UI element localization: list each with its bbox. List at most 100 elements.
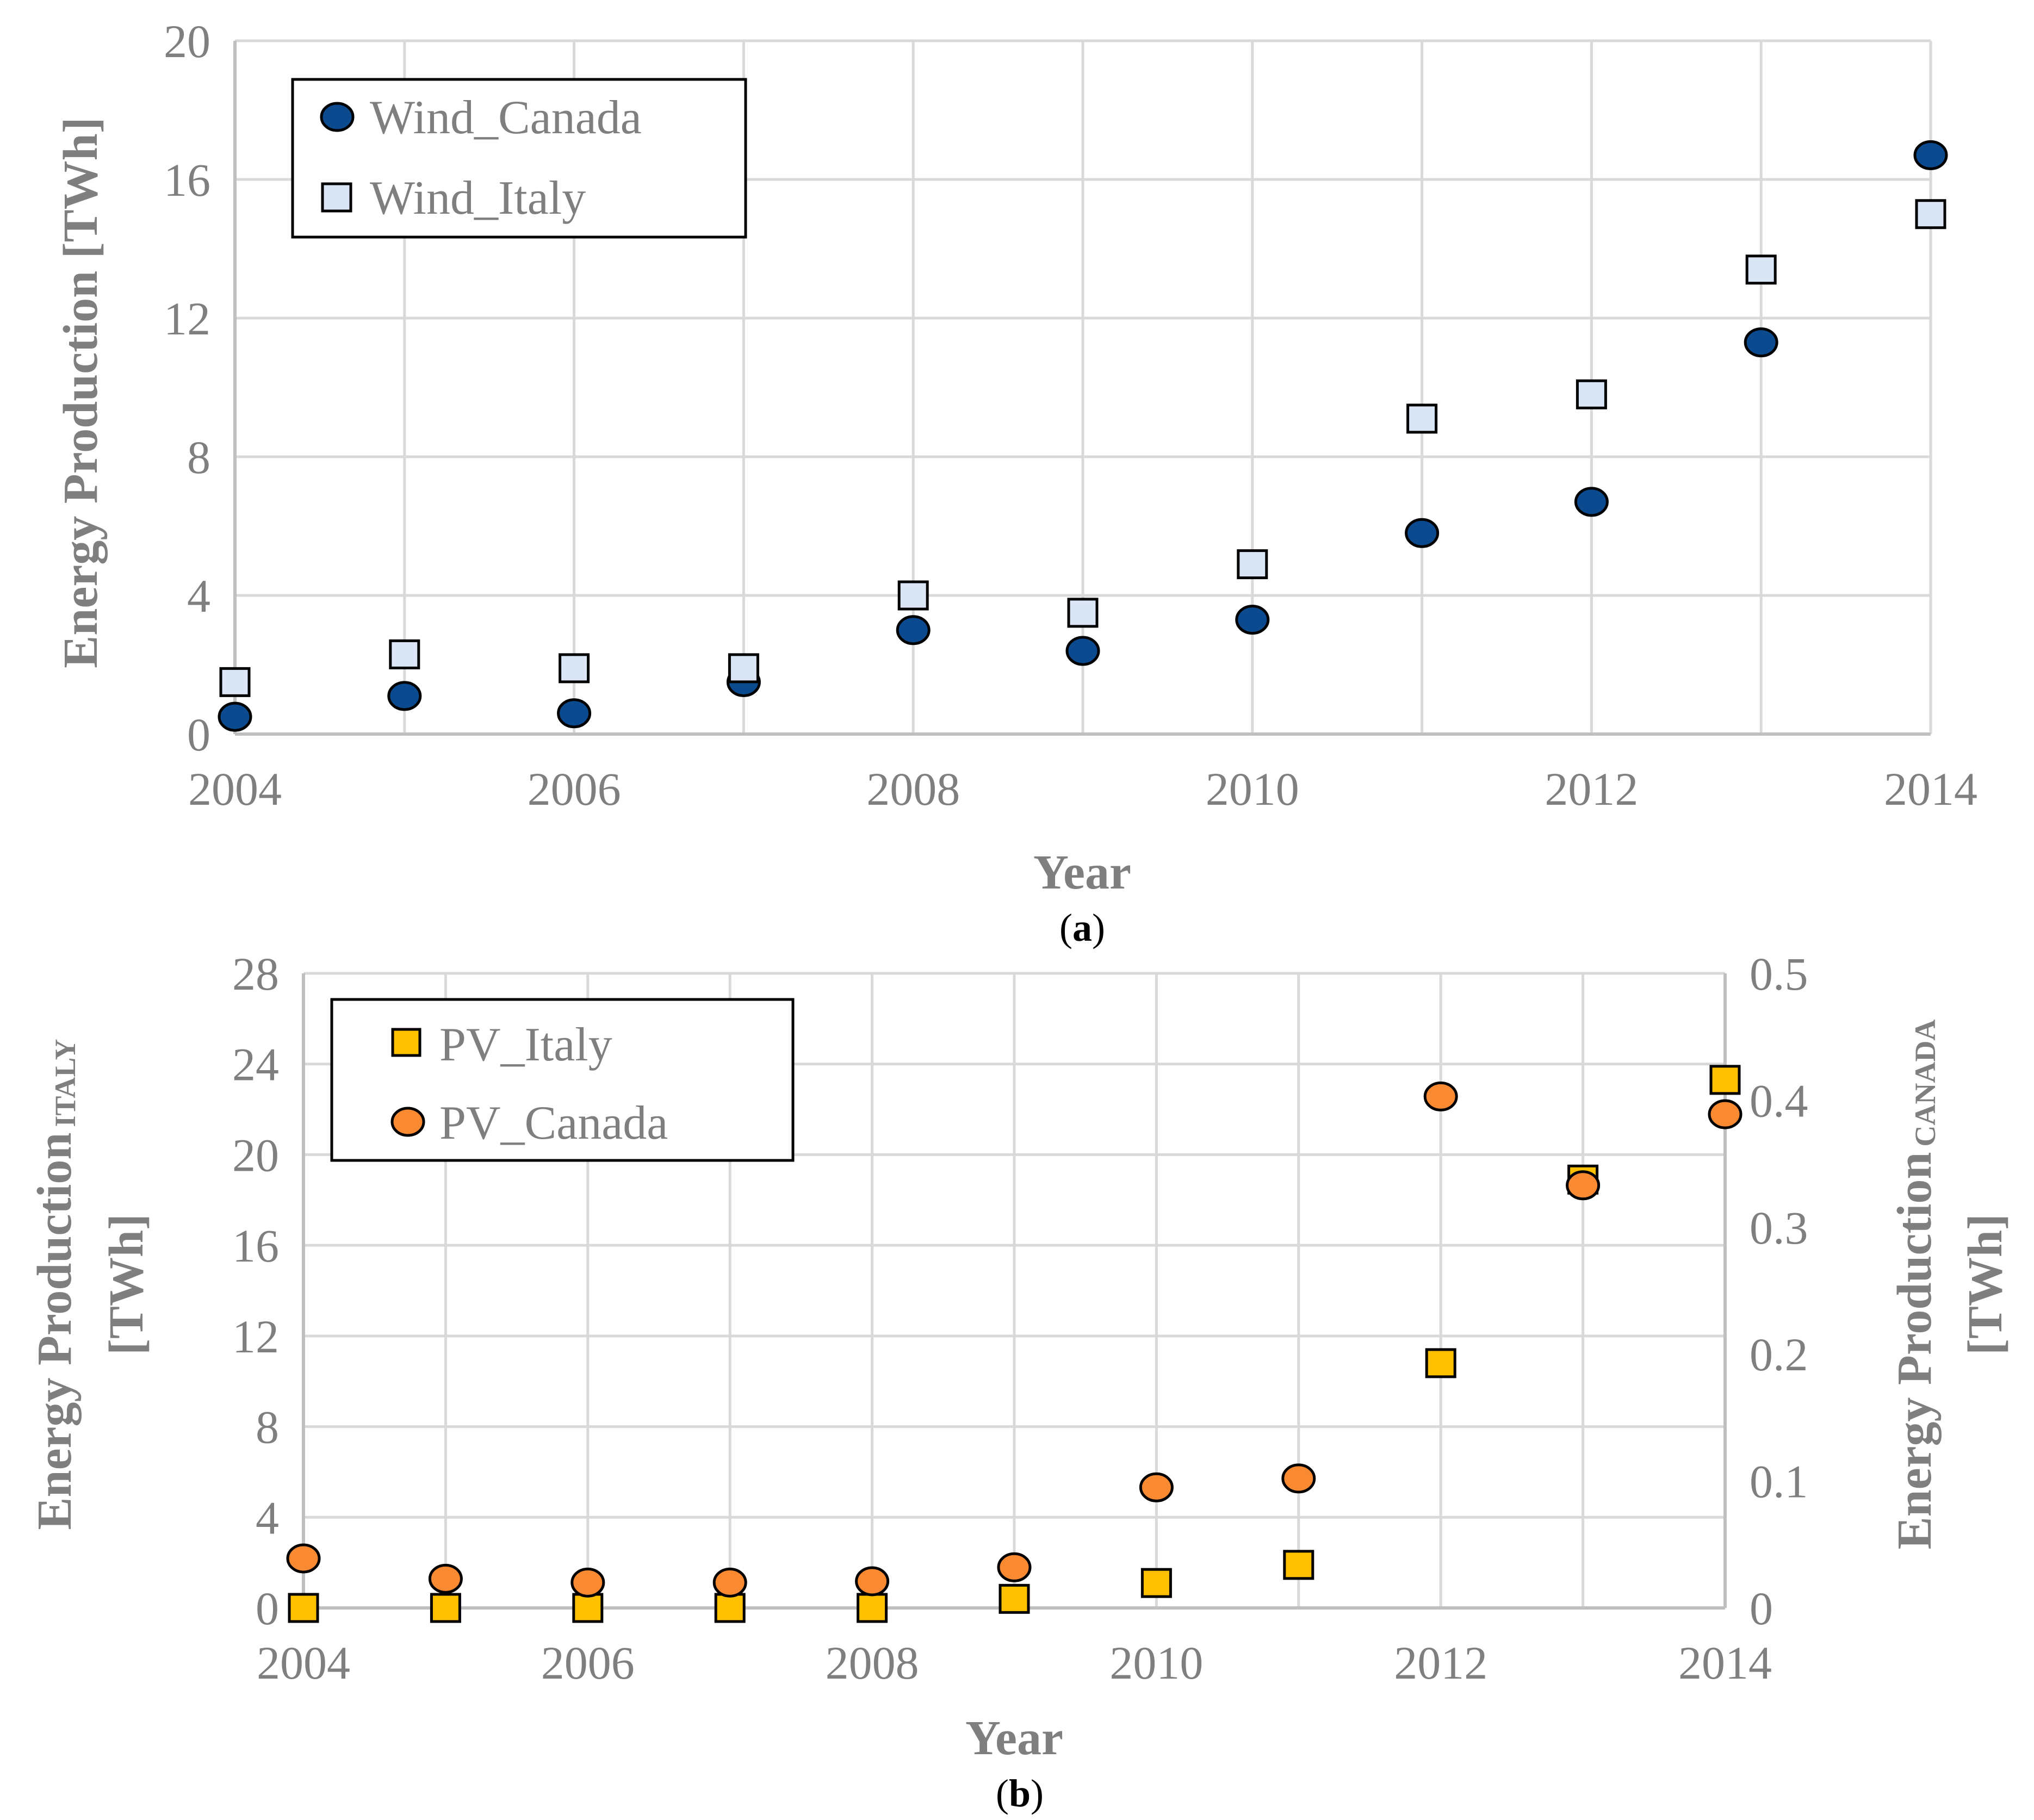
chart-b-caption: (b) [996, 1772, 1044, 1815]
chart-b-y-right-sub: CANADA [1909, 1020, 1942, 1147]
chart-a-y-ticks: 0 4 8 12 16 20 [164, 15, 210, 761]
y-tick-label: 24 [232, 1039, 279, 1091]
legend-marker-wind-canada [320, 102, 355, 132]
point-wind-italy [1745, 254, 1777, 285]
point-wind-italy [1067, 598, 1099, 628]
point-pv-italy [1425, 1348, 1456, 1378]
x-tick-label: 2008 [826, 1637, 919, 1689]
point-pv-italy [430, 1593, 461, 1623]
legend-marker-pv-canada [390, 1107, 425, 1137]
point-wind-canada [1574, 487, 1609, 517]
point-wind-italy [1406, 403, 1438, 434]
chart-a: 0 4 8 12 16 20 2004 2006 2008 2010 2012 2014 Energ… [54, 15, 1977, 949]
point-wind-canada [557, 698, 592, 729]
chart-b-x-axis-title: Year [965, 1711, 1063, 1765]
chart-b-y-axis-unit-right: [TWh] [1958, 1214, 2012, 1355]
legend-label-pv-italy: PV_Italy [439, 1018, 612, 1071]
chart-a-x-ticks: 2004 2006 2008 2010 2012 2014 [188, 763, 1977, 815]
chart-b-y-left-main: Energy Production [28, 1133, 82, 1530]
x-tick-label: 2010 [1206, 763, 1299, 815]
point-wind-canada [1405, 518, 1440, 548]
y-tick-label-right: 0.1 [1750, 1456, 1808, 1508]
y-tick-label: 0 [256, 1582, 279, 1635]
chart-b-points [286, 1065, 1742, 1623]
chart-a-caption-open: ( [1059, 906, 1072, 949]
chart-a-grid [233, 39, 1932, 736]
point-wind-canada [1913, 140, 1948, 170]
y-tick-label: 16 [232, 1220, 279, 1272]
chart-a-y-axis-title: Energy Production [TWh] [54, 117, 108, 668]
y-tick-label: 4 [256, 1492, 279, 1544]
x-tick-label: 2004 [188, 763, 282, 815]
y-tick-label: 20 [232, 1129, 279, 1181]
point-pv-italy [288, 1593, 319, 1623]
chart-b-y-ticks-right: 0 0.1 0.2 0.3 0.4 0.5 [1750, 948, 1808, 1635]
point-wind-italy [559, 653, 590, 684]
point-wind-italy [1237, 549, 1268, 580]
chart-a-legend-box [291, 78, 747, 239]
point-wind-italy [728, 653, 759, 684]
y-tick-label-right: 0.5 [1750, 948, 1808, 1000]
point-wind-italy [1915, 199, 1946, 229]
chart-b-y-axis-title-right: Energy Production CANADA [1888, 1020, 1942, 1550]
legend-label-wind-canada: Wind_Canada [370, 91, 642, 144]
y-tick-label: 20 [164, 15, 210, 67]
y-tick-label: 12 [232, 1310, 279, 1363]
point-wind-italy [389, 639, 420, 669]
point-pv-italy [1283, 1550, 1314, 1580]
point-pv-italy [572, 1593, 604, 1623]
point-pv-canada [1423, 1081, 1458, 1111]
point-wind-italy [1576, 379, 1607, 409]
point-wind-canada [896, 615, 931, 645]
y-tick-label: 8 [256, 1401, 279, 1453]
chart-b-y-left-sub: ITALY [49, 1039, 82, 1127]
y-tick-label-right: 0 [1750, 1582, 1773, 1635]
legend-label-wind-italy: Wind_Italy [370, 172, 586, 225]
chart-b-y-ticks-left: 0 4 8 12 16 20 24 28 [232, 948, 279, 1635]
point-pv-italy [714, 1593, 746, 1623]
point-pv-canada [1566, 1170, 1601, 1201]
x-tick-label: 2006 [541, 1637, 635, 1689]
point-wind-canada [387, 681, 422, 711]
point-pv-canada [570, 1567, 605, 1598]
chart-b-caption-letter: b [1009, 1772, 1031, 1815]
chart-a-points [218, 140, 1948, 732]
legend-marker-wind-italy [321, 182, 352, 213]
point-wind-italy [219, 667, 251, 697]
point-wind-canada [1065, 636, 1100, 666]
y-tick-label: 16 [164, 154, 210, 206]
y-tick-label: 12 [164, 293, 210, 345]
x-tick-label: 2004 [257, 1637, 350, 1689]
chart-b-x-ticks: 2004 2006 2008 2010 2012 2014 [257, 1637, 1772, 1689]
point-wind-italy [897, 580, 929, 611]
point-pv-canada [1281, 1463, 1316, 1494]
chart-a-caption: (a) [1059, 906, 1105, 949]
x-tick-label: 2012 [1545, 763, 1638, 815]
y-tick-label: 28 [232, 948, 279, 1000]
point-pv-canada [286, 1543, 321, 1574]
point-pv-canada [1139, 1472, 1174, 1502]
legend-marker-pv-italy [391, 1028, 421, 1057]
chart-a-caption-close: ) [1092, 906, 1105, 949]
legend-label-pv-canada: PV_Canada [439, 1097, 668, 1150]
point-pv-canada [428, 1563, 463, 1594]
point-wind-canada [218, 701, 252, 732]
chart-a-legend: Wind_Canada Wind_Italy [291, 78, 747, 239]
point-pv-italy [999, 1583, 1030, 1614]
point-wind-canada [1235, 605, 1270, 635]
x-tick-label: 2006 [528, 763, 621, 815]
y-tick-label: 4 [187, 570, 210, 622]
point-wind-canada [1744, 327, 1778, 358]
x-tick-label: 2012 [1394, 1637, 1487, 1689]
chart-b-caption-close: ) [1031, 1772, 1044, 1815]
y-tick-label-right: 0.2 [1750, 1328, 1808, 1381]
chart-b-y-right-main: Energy Production [1888, 1152, 1942, 1550]
point-pv-canada [997, 1552, 1032, 1582]
chart-b-y-axis-unit-left: [TWh] [100, 1214, 153, 1355]
point-pv-canada [1708, 1099, 1742, 1129]
chart-a-x-axis-title: Year [1033, 846, 1131, 899]
x-tick-label: 2010 [1109, 1637, 1203, 1689]
y-tick-label-right: 0.3 [1750, 1202, 1808, 1254]
point-pv-italy [1709, 1065, 1741, 1095]
